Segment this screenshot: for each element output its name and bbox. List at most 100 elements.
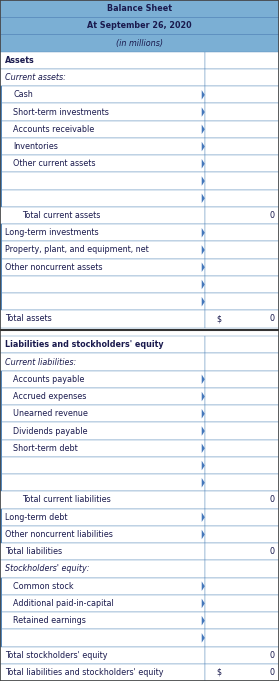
Bar (0, 440, 2, 457)
Bar (205, 526, 279, 543)
Text: Other noncurrent liabilities: Other noncurrent liabilities (5, 530, 113, 539)
Bar (205, 121, 279, 138)
Bar (205, 311, 279, 328)
Bar (0, 35, 279, 52)
Polygon shape (202, 90, 205, 99)
Polygon shape (202, 409, 205, 419)
Bar (0, 646, 205, 664)
Bar (0, 492, 205, 509)
Bar (205, 86, 279, 104)
Text: 0: 0 (270, 650, 275, 660)
Text: Accrued expenses: Accrued expenses (13, 392, 87, 401)
Text: Inventories: Inventories (13, 142, 58, 151)
Bar (0, 526, 205, 543)
Bar (0, 336, 205, 353)
Text: 0: 0 (270, 548, 275, 556)
Bar (0, 595, 205, 612)
Text: $: $ (216, 668, 221, 677)
Bar (205, 595, 279, 612)
Polygon shape (202, 530, 205, 539)
Bar (0, 577, 2, 595)
Text: Assets: Assets (5, 56, 35, 65)
Bar (0, 388, 2, 405)
Polygon shape (202, 228, 205, 238)
Bar (0, 509, 2, 526)
Polygon shape (202, 193, 205, 203)
Bar (205, 138, 279, 155)
Polygon shape (202, 297, 205, 306)
Polygon shape (202, 513, 205, 522)
Text: Stockholders' equity:: Stockholders' equity: (5, 565, 90, 573)
Text: Total current assets: Total current assets (22, 211, 100, 220)
Bar (0, 172, 205, 189)
Text: Long-term investments: Long-term investments (5, 228, 99, 237)
Bar (0, 612, 2, 629)
Bar (205, 560, 279, 577)
Text: Accounts payable: Accounts payable (13, 375, 85, 384)
Bar (0, 457, 205, 474)
Bar (0, 370, 2, 388)
Bar (205, 69, 279, 86)
Bar (205, 629, 279, 646)
Bar (0, 138, 205, 155)
Bar (0, 138, 2, 155)
Bar (0, 155, 205, 172)
Text: Dividends payable: Dividends payable (13, 426, 88, 436)
Bar (205, 577, 279, 595)
Bar (205, 440, 279, 457)
Bar (0, 241, 2, 259)
Polygon shape (202, 478, 205, 488)
Text: Balance Sheet: Balance Sheet (107, 4, 172, 13)
Polygon shape (202, 616, 205, 625)
Bar (205, 474, 279, 492)
Bar (0, 560, 205, 577)
Bar (0, 370, 205, 388)
Text: At September 26, 2020: At September 26, 2020 (87, 21, 192, 31)
Text: 0: 0 (270, 315, 275, 323)
Bar (0, 612, 205, 629)
Bar (205, 207, 279, 224)
Text: Long-term debt: Long-term debt (5, 513, 68, 522)
Text: Short-term investments: Short-term investments (13, 108, 109, 116)
Polygon shape (202, 599, 205, 608)
Bar (0, 259, 2, 276)
Polygon shape (202, 375, 205, 384)
Bar (205, 104, 279, 121)
Bar (0, 577, 205, 595)
Text: Total current liabilities: Total current liabilities (22, 496, 110, 505)
Bar (0, 629, 2, 646)
Bar (0, 104, 205, 121)
Bar (205, 276, 279, 293)
Bar (0, 241, 205, 259)
Bar (0, 172, 2, 189)
Text: Common stock: Common stock (13, 582, 74, 590)
Bar (205, 646, 279, 664)
Text: (in millions): (in millions) (116, 39, 163, 48)
Bar (0, 189, 2, 207)
Polygon shape (202, 461, 205, 471)
Bar (0, 457, 2, 474)
Bar (205, 457, 279, 474)
Polygon shape (202, 392, 205, 401)
Bar (0, 543, 205, 560)
Bar (205, 52, 279, 69)
Bar (0, 629, 205, 646)
Bar (0, 276, 205, 293)
Bar (205, 509, 279, 526)
Bar (0, 207, 205, 224)
Bar (0, 353, 205, 370)
Bar (0, 17, 279, 35)
Bar (0, 509, 205, 526)
Text: 0: 0 (270, 211, 275, 220)
Bar (0, 293, 2, 311)
Bar (0, 311, 205, 328)
Polygon shape (202, 245, 205, 255)
Bar (205, 422, 279, 440)
Text: Short-term debt: Short-term debt (13, 444, 78, 453)
Bar (0, 224, 205, 241)
Bar (205, 405, 279, 422)
Polygon shape (202, 125, 205, 134)
Text: Current liabilities:: Current liabilities: (5, 358, 76, 366)
Bar (0, 52, 205, 69)
Text: Total assets: Total assets (5, 315, 52, 323)
